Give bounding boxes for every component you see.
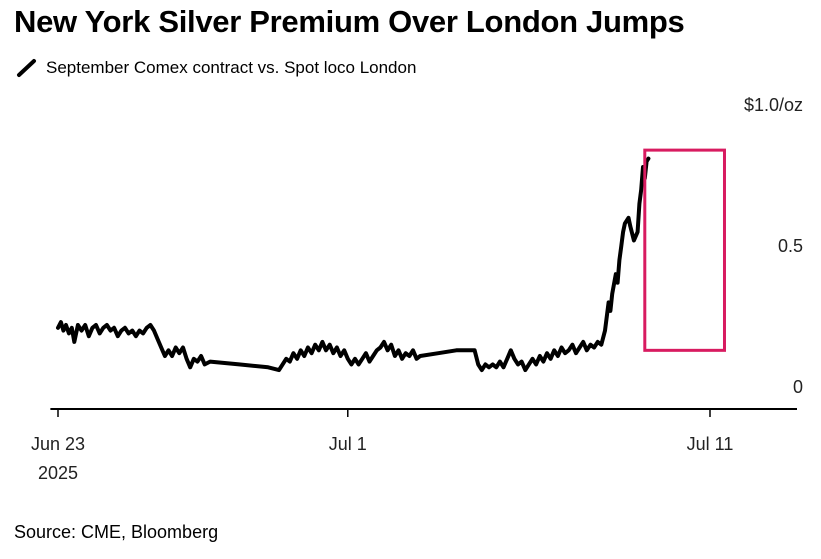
x-tick-label: Jun 23 <box>31 434 85 454</box>
y-axis-ticks: $1.0/oz 0.5 0 <box>744 95 803 397</box>
chart-title: New York Silver Premium Over London Jump… <box>14 4 685 39</box>
legend-label: September Comex contract vs. Spot loco L… <box>46 58 417 77</box>
legend-line-icon <box>17 59 36 77</box>
y-tick-label: 0.5 <box>778 236 803 256</box>
y-tick-label: 0 <box>793 377 803 397</box>
y-tick-label: $1.0/oz <box>744 95 803 115</box>
highlight-box <box>643 148 726 352</box>
source-note: Source: CME, Bloomberg <box>14 522 219 542</box>
x-tick-sublabel: 2025 <box>38 463 78 483</box>
chart-legend: September Comex contract vs. Spot loco L… <box>16 58 416 78</box>
x-axis-ticks: Jun 23 2025 Jul 1 Jul 11 <box>31 409 733 483</box>
x-tick-label: Jul 1 <box>329 434 367 454</box>
x-tick-label: Jul 11 <box>687 434 734 454</box>
series-line <box>56 156 651 373</box>
